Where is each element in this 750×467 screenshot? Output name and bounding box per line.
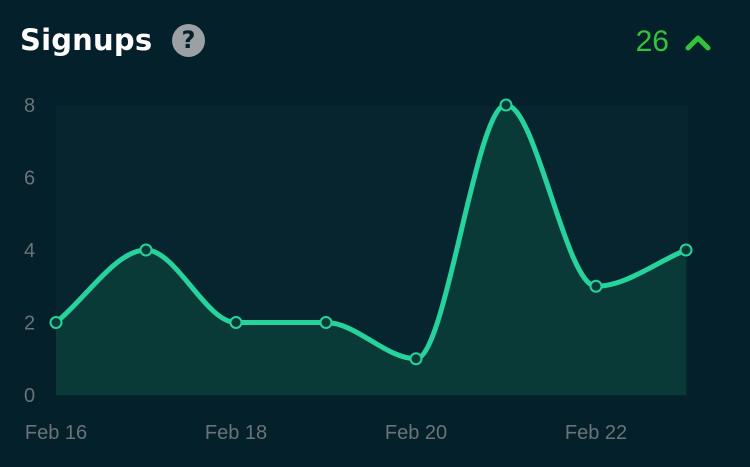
x-tick-label: Feb 18 bbox=[205, 422, 267, 444]
data-point[interactable] bbox=[319, 316, 333, 329]
y-tick-label: 0 bbox=[24, 385, 35, 407]
widget-title: Signups bbox=[20, 23, 153, 57]
data-point[interactable] bbox=[679, 243, 693, 257]
data-point[interactable] bbox=[229, 316, 243, 329]
data-point[interactable] bbox=[49, 316, 63, 329]
data-point[interactable] bbox=[409, 352, 423, 366]
data-point[interactable] bbox=[499, 98, 513, 112]
total-signups-value: 26 bbox=[635, 25, 669, 58]
y-tick-label: 2 bbox=[24, 313, 35, 335]
y-tick-label: 6 bbox=[24, 168, 35, 190]
data-point[interactable] bbox=[589, 279, 603, 293]
x-tick-label: Feb 20 bbox=[385, 422, 447, 444]
question-circle-icon[interactable]: ? bbox=[172, 24, 205, 57]
y-tick-label: 8 bbox=[24, 95, 35, 117]
x-tick-label: Feb 22 bbox=[565, 422, 627, 444]
series-area bbox=[56, 105, 686, 395]
chevron-up-icon bbox=[685, 35, 711, 51]
y-tick-label: 4 bbox=[24, 240, 35, 262]
x-tick-label: Feb 16 bbox=[25, 422, 87, 444]
data-point[interactable] bbox=[139, 243, 153, 257]
